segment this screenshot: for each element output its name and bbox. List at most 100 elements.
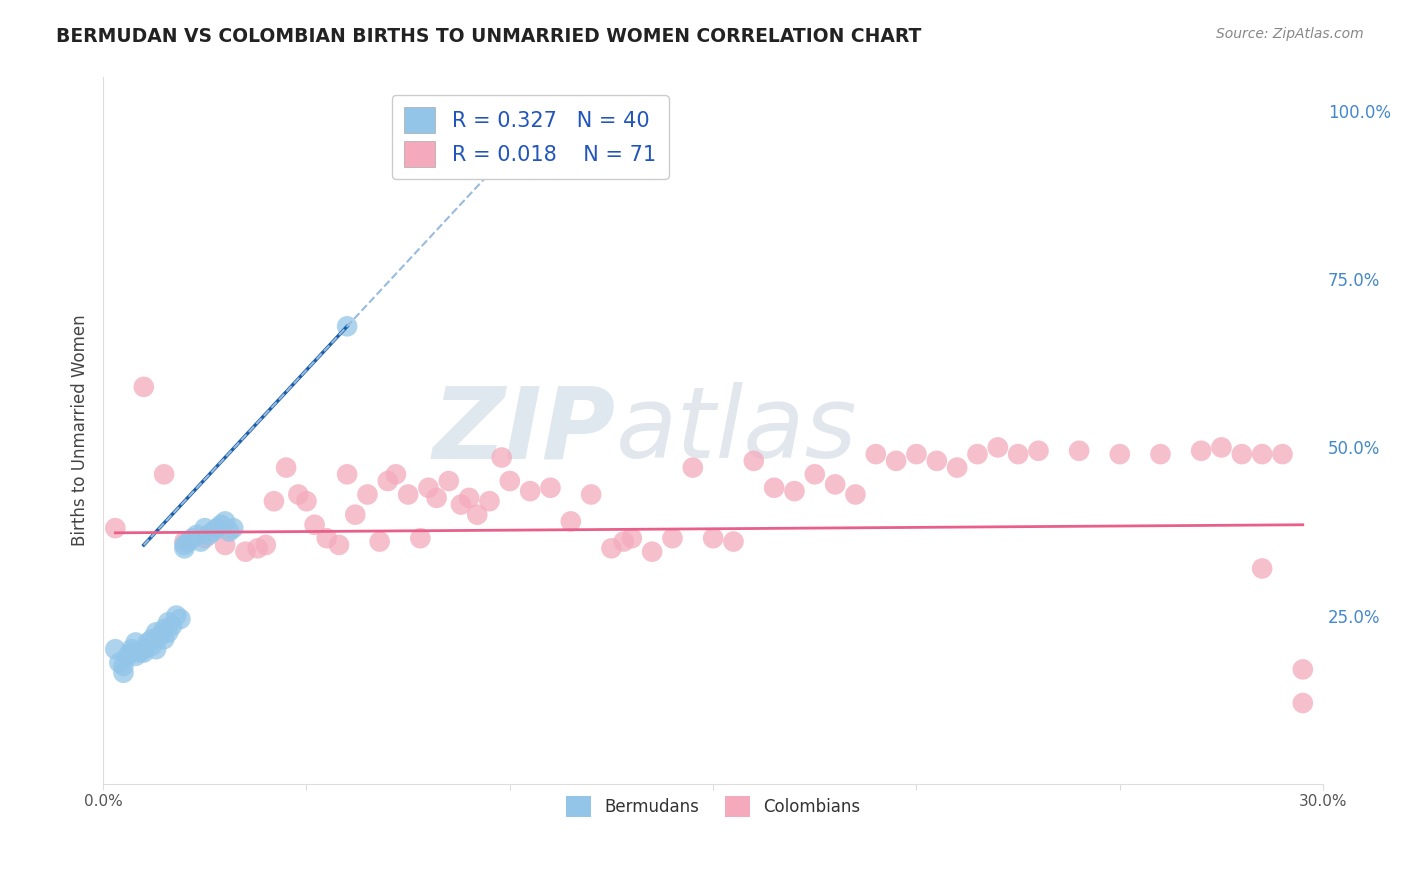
Point [121, 646, 143, 660]
Point [141, 632, 163, 646]
Point [121, 642, 143, 657]
Point [132, 642, 155, 657]
Point [560, 515, 582, 529]
Point [128, 646, 150, 660]
Point [136, 635, 159, 649]
Legend: Bermudans, Colombians: Bermudans, Colombians [558, 788, 869, 825]
Point [1292, 696, 1315, 710]
Point [344, 508, 367, 522]
Point [153, 467, 176, 482]
Point [141, 639, 163, 653]
Point [218, 524, 240, 539]
Point [246, 541, 269, 556]
Point [682, 460, 704, 475]
Point [104, 642, 127, 657]
Text: ZIP: ZIP [433, 382, 616, 479]
Point [165, 608, 187, 623]
Point [824, 477, 846, 491]
Point [145, 642, 167, 657]
Point [499, 474, 522, 488]
Point [396, 487, 419, 501]
Point [1007, 447, 1029, 461]
Point [905, 447, 928, 461]
Point [173, 534, 195, 549]
Point [620, 531, 643, 545]
Point [450, 498, 472, 512]
Point [1251, 561, 1274, 575]
Point [377, 474, 399, 488]
Point [304, 517, 326, 532]
Point [157, 625, 180, 640]
Point [214, 538, 236, 552]
Point [145, 625, 167, 640]
Point [844, 487, 866, 501]
Point [295, 494, 318, 508]
Point [519, 484, 541, 499]
Point [214, 515, 236, 529]
Y-axis label: Births to Unmarried Women: Births to Unmarried Women [72, 315, 89, 547]
Point [368, 534, 391, 549]
Point [925, 454, 948, 468]
Point [661, 531, 683, 545]
Point [124, 635, 146, 649]
Point [104, 521, 127, 535]
Point [742, 454, 765, 468]
Point [884, 454, 907, 468]
Point [162, 618, 184, 632]
Point [198, 528, 221, 542]
Point [356, 487, 378, 501]
Point [763, 481, 786, 495]
Point [124, 648, 146, 663]
Point [641, 544, 664, 558]
Point [112, 665, 135, 680]
Point [987, 441, 1010, 455]
Point [579, 487, 602, 501]
Text: Source: ZipAtlas.com: Source: ZipAtlas.com [1216, 27, 1364, 41]
Point [540, 481, 562, 495]
Point [1251, 447, 1274, 461]
Point [613, 534, 636, 549]
Point [149, 629, 172, 643]
Point [190, 534, 212, 549]
Point [132, 646, 155, 660]
Point [600, 541, 623, 556]
Point [1271, 447, 1294, 461]
Point [865, 447, 887, 461]
Point [437, 474, 460, 488]
Point [117, 648, 139, 663]
Point [491, 450, 513, 465]
Point [1149, 447, 1171, 461]
Point [458, 491, 481, 505]
Point [418, 481, 440, 495]
Point [723, 534, 745, 549]
Point [1108, 447, 1130, 461]
Point [336, 319, 359, 334]
Point [426, 491, 449, 505]
Point [804, 467, 827, 482]
Point [153, 622, 176, 636]
Point [201, 524, 224, 539]
Point [173, 538, 195, 552]
Point [209, 517, 232, 532]
Point [263, 494, 285, 508]
Point [108, 656, 131, 670]
Point [465, 508, 488, 522]
Point [153, 632, 176, 646]
Point [205, 521, 228, 535]
Point [177, 534, 200, 549]
Point [287, 487, 309, 501]
Point [112, 659, 135, 673]
Point [222, 521, 245, 535]
Point [1292, 662, 1315, 676]
Point [336, 467, 359, 482]
Point [328, 538, 350, 552]
Point [385, 467, 408, 482]
Point [169, 612, 191, 626]
Point [132, 380, 155, 394]
Point [478, 494, 501, 508]
Point [1028, 443, 1050, 458]
Point [235, 544, 257, 558]
Point [783, 484, 806, 499]
Point [194, 531, 217, 545]
Point [946, 460, 969, 475]
